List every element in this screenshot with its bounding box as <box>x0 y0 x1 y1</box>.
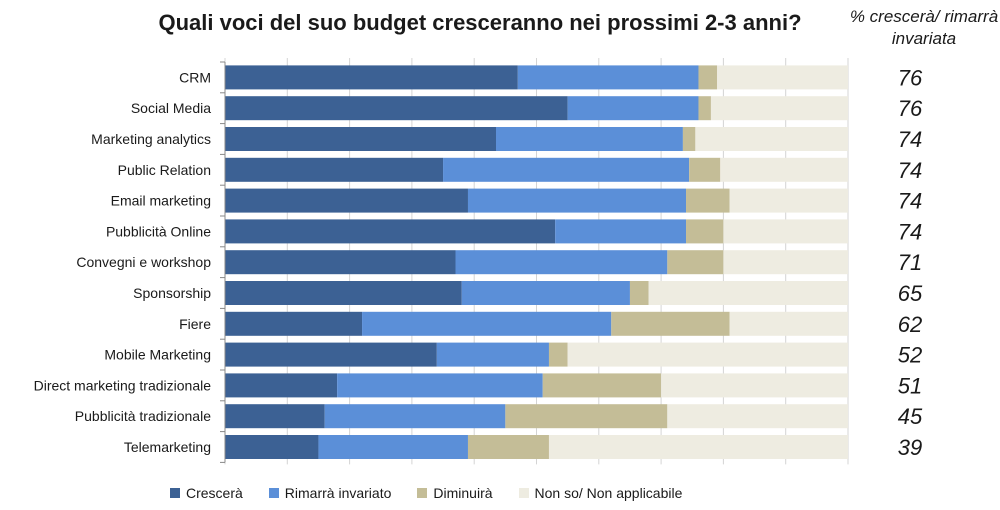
bar-segment <box>443 157 690 182</box>
side-value: 76 <box>898 65 923 90</box>
legend-label: Rimarrà invariato <box>284 485 392 501</box>
legend-item-non-so: Non so/ Non applicabile <box>518 485 683 501</box>
bar-segment <box>225 435 319 459</box>
category-label: Pubblicità Online <box>106 223 211 239</box>
bar-segment <box>362 311 612 336</box>
side-value: 74 <box>898 127 922 152</box>
category-label: Telemarketing <box>124 439 211 455</box>
category-label: Direct marketing tradizionale <box>34 377 212 393</box>
legend-label: Diminuirà <box>433 485 493 501</box>
legend-label: Crescerà <box>186 485 243 501</box>
bar-segment <box>225 96 568 121</box>
bar-segment <box>567 96 699 121</box>
bar-segment <box>225 188 468 213</box>
bar-segment <box>729 311 848 336</box>
bar-segment <box>729 188 848 213</box>
bar-segment <box>461 281 630 305</box>
bar-segment <box>667 404 848 429</box>
side-value: 74 <box>898 219 922 244</box>
bar-segment <box>667 250 724 275</box>
legend-swatch <box>268 488 279 498</box>
category-label: Email marketing <box>111 193 211 209</box>
bar-segment <box>225 219 556 244</box>
bar-segment <box>318 435 468 459</box>
bar-segment <box>496 127 683 151</box>
bar-segment <box>689 157 721 182</box>
category-label: Social Media <box>131 100 211 116</box>
bar-segment <box>324 404 506 429</box>
bar-segment <box>555 219 687 244</box>
bar-segment <box>548 435 848 459</box>
bar-segment <box>337 373 543 398</box>
bar-segment <box>517 65 699 90</box>
bar-segment <box>686 188 730 213</box>
side-value: 74 <box>898 158 922 183</box>
category-label: CRM <box>179 69 211 85</box>
bar-segment <box>717 65 848 90</box>
side-value: 62 <box>898 312 922 337</box>
legend-swatch <box>518 488 529 498</box>
category-label: Marketing analytics <box>91 131 211 147</box>
legend-item-crescera: Crescerà <box>170 485 243 501</box>
chart-legend: Crescerà Rimarrà invariato Diminuirà Non… <box>170 485 682 501</box>
bar-segment <box>720 157 848 182</box>
category-label: Mobile Marketing <box>104 347 211 363</box>
side-column-header: % crescerà/ rimarrà invariata <box>849 7 999 48</box>
side-value: 51 <box>898 373 922 398</box>
side-value: 52 <box>898 343 922 368</box>
bar-segment <box>710 96 848 121</box>
bar-segment <box>225 373 338 398</box>
bar-segment <box>467 188 687 213</box>
bar-segment <box>225 281 462 305</box>
bar-segment <box>548 342 568 367</box>
bar-segment <box>225 65 518 90</box>
bar-segment <box>661 373 848 398</box>
bar-segment <box>695 127 848 151</box>
bar-segment <box>225 157 444 182</box>
bar-segment <box>698 96 711 121</box>
side-value: 71 <box>898 250 922 275</box>
bar-segment <box>436 342 549 367</box>
bar-segment <box>225 342 437 367</box>
bar-segment <box>455 250 668 275</box>
bar-segment <box>225 404 325 429</box>
category-label: Convegni e workshop <box>76 254 211 270</box>
bar-segment <box>629 281 649 305</box>
bar-segment <box>505 404 668 429</box>
chart-title: Quali voci del suo budget cresceranno ne… <box>158 10 802 35</box>
bar-segment <box>225 311 363 336</box>
bar-segment <box>682 127 696 151</box>
bar-segment <box>723 250 848 275</box>
bar-segment <box>225 127 497 151</box>
side-value: 39 <box>898 435 922 460</box>
bar-segment <box>648 281 848 305</box>
legend-item-rimarra-invariato: Rimarrà invariato <box>268 485 392 501</box>
category-label: Public Relation <box>118 162 211 178</box>
side-value: 45 <box>898 404 923 429</box>
category-label: Pubblicità tradizionale <box>75 408 211 424</box>
legend-swatch <box>170 488 180 498</box>
bar-segment <box>542 373 662 398</box>
side-value: 65 <box>898 281 923 306</box>
bar-segment <box>467 435 549 459</box>
side-value: 74 <box>898 189 922 214</box>
bar-segment <box>611 311 730 336</box>
side-value: 76 <box>898 96 923 121</box>
category-label: Sponsorship <box>133 285 211 301</box>
legend-item-diminuira: Diminuirà <box>417 485 493 501</box>
stacked-bar-chart: CRM 76 Social Media 76 Marketing analytics 74… <box>34 58 923 465</box>
bar-segment <box>723 219 848 244</box>
bar-segment <box>567 342 848 367</box>
legend-swatch <box>417 488 428 498</box>
category-label: Fiere <box>179 316 211 332</box>
legend-label: Non so/ Non applicabile <box>534 485 683 501</box>
bar-segment <box>698 65 718 90</box>
bar-segment <box>686 219 724 244</box>
bar-segment <box>225 250 456 275</box>
